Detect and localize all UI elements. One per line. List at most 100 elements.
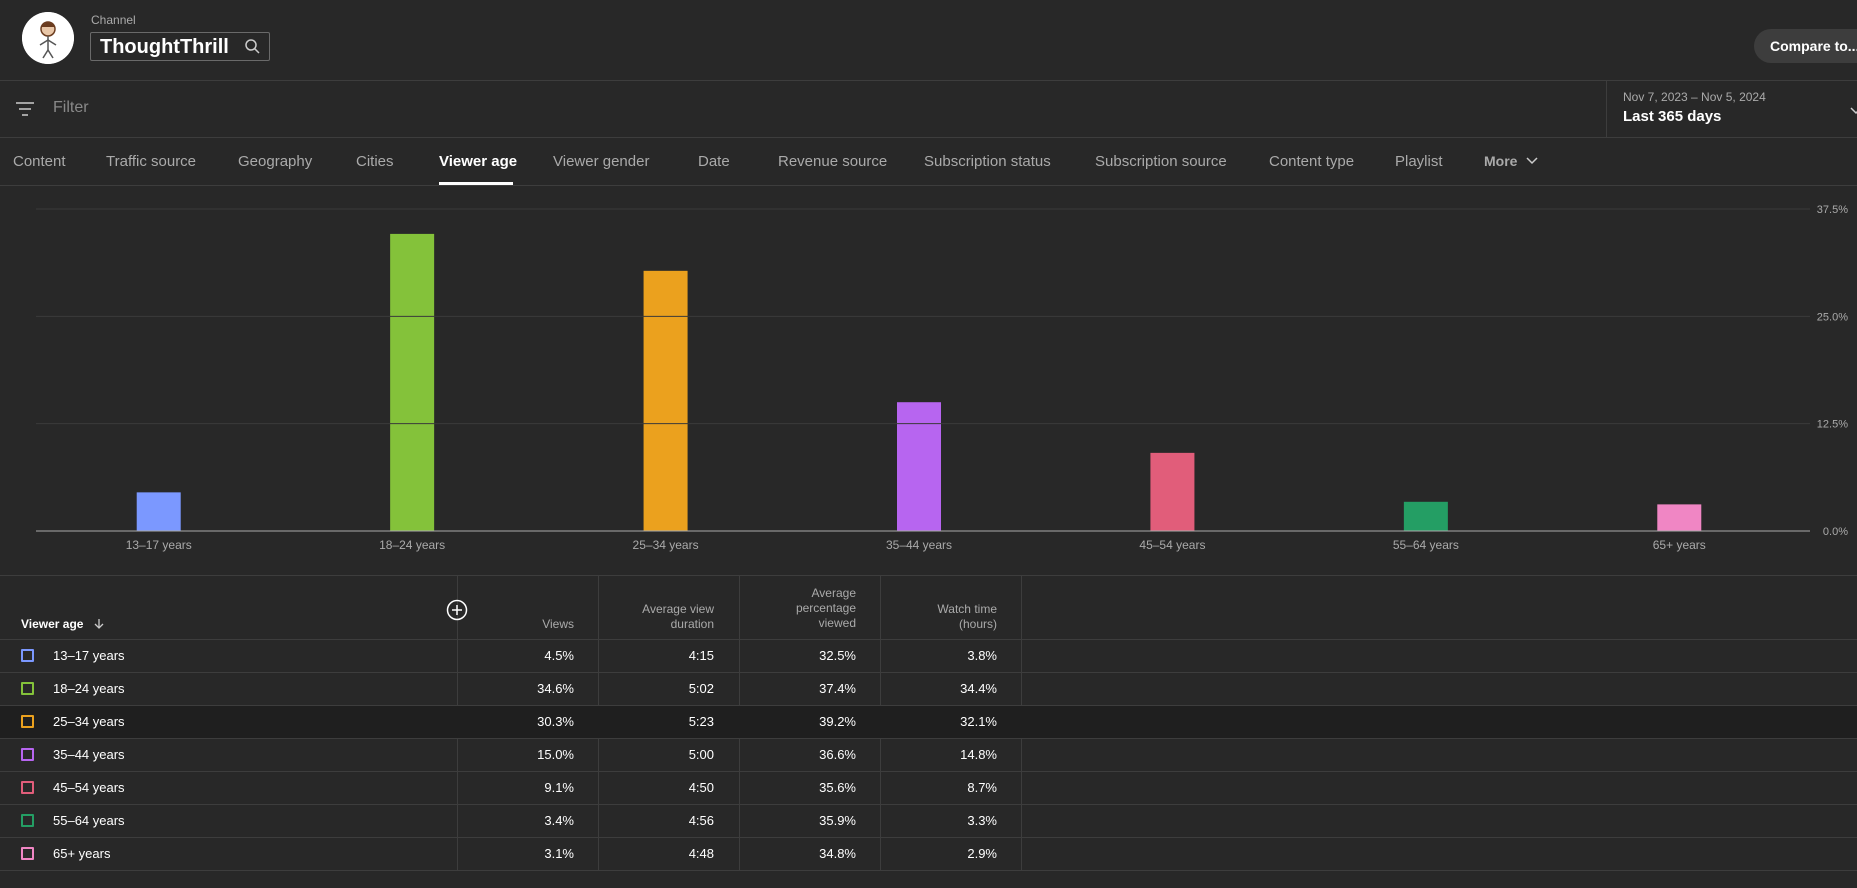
row-checkbox[interactable]	[21, 847, 34, 860]
cell-watch-time: 14.8%	[960, 747, 997, 762]
channel-label: Channel	[91, 13, 136, 27]
table-header: Viewer age Views Average view duration A…	[0, 576, 1857, 640]
table-row[interactable]: 45–54 years 9.1% 4:50 35.6% 8.7%	[0, 772, 1857, 805]
row-checkbox[interactable]	[21, 682, 34, 695]
tab-viewer-gender[interactable]: Viewer gender	[553, 153, 650, 170]
viewer-age-table: Viewer age Views Average view duration A…	[0, 575, 1857, 888]
cell-views: 30.3%	[537, 714, 574, 729]
header-views[interactable]: Views	[542, 617, 574, 631]
date-range-label: Last 365 days	[1623, 108, 1722, 125]
cell-avg-percentage-viewed: 35.9%	[819, 813, 856, 828]
table-row[interactable]: 55–64 years 3.4% 4:56 35.9% 3.3%	[0, 805, 1857, 838]
cell-watch-time: 32.1%	[960, 714, 997, 729]
header-line: duration	[670, 617, 714, 631]
row-checkbox[interactable]	[21, 814, 34, 827]
x-tick-label: 65+ years	[1653, 538, 1706, 552]
bar-2[interactable]	[390, 233, 435, 531]
dimension-tabs: Content Traffic source Geography Cities …	[0, 138, 1857, 186]
tab-content[interactable]: Content	[13, 153, 66, 170]
x-tick-label: 13–17 years	[126, 538, 192, 552]
table-row[interactable]: 65+ years 3.1% 4:48 34.8% 2.9%	[0, 838, 1857, 871]
compare-button[interactable]: Compare to...	[1754, 29, 1857, 63]
avatar-figure-icon	[22, 12, 74, 64]
search-icon[interactable]	[244, 38, 261, 60]
table-row[interactable]: 13–17 years 4.5% 4:15 32.5% 3.8%	[0, 640, 1857, 673]
tab-playlist[interactable]: Playlist	[1395, 153, 1443, 170]
header-viewer-age[interactable]: Viewer age	[21, 617, 105, 631]
row-checkbox[interactable]	[21, 781, 34, 794]
viewer-age-chart: 13–17 years 18–24 years 25–34 years 35–44 y…	[0, 186, 1857, 574]
header-line: percentage	[795, 601, 856, 615]
filter-bar: Filter Nov 7, 2023 – Nov 5, 2024 Last 36…	[0, 81, 1857, 138]
x-tick-label: 45–54 years	[1139, 538, 1205, 552]
cell-avg-percentage-viewed: 34.8%	[819, 846, 856, 861]
header-line: Watch time	[937, 602, 997, 616]
header-viewer-age-label: Viewer age	[21, 617, 84, 631]
x-tick-label: 25–34 years	[633, 538, 699, 552]
header-line: Average	[811, 586, 856, 600]
x-tick-label: 35–44 years	[886, 538, 952, 552]
cell-avg-percentage-viewed: 39.2%	[819, 714, 856, 729]
row-age-label: 45–54 years	[53, 780, 125, 795]
table-row[interactable]: 25–34 years 30.3% 5:23 39.2% 32.1%	[0, 706, 1857, 739]
header-watch-time[interactable]: Watch time (hours)	[897, 602, 997, 632]
bar-7[interactable]	[1657, 504, 1702, 531]
cell-avg-percentage-viewed: 35.6%	[819, 780, 856, 795]
tab-cities[interactable]: Cities	[356, 153, 394, 170]
y-tick-label: 37.5%	[1817, 204, 1848, 216]
tab-geography[interactable]: Geography	[238, 153, 313, 170]
tab-more[interactable]: More	[1484, 153, 1539, 169]
cell-avg-percentage-viewed: 37.4%	[819, 681, 856, 696]
bar-1[interactable]	[136, 492, 181, 531]
header-avg-view-duration[interactable]: Average view duration	[614, 602, 714, 632]
header: Channel ThoughtThrill Compare to...	[0, 0, 1857, 81]
active-tab-indicator	[439, 182, 513, 185]
row-age-label: 25–34 years	[53, 714, 125, 729]
bar-4[interactable]	[897, 402, 941, 531]
y-tick-label: 12.5%	[1817, 419, 1848, 431]
y-tick-label: 0.0%	[1823, 526, 1848, 538]
tab-subscription-source[interactable]: Subscription source	[1095, 153, 1227, 170]
row-age-label: 35–44 years	[53, 747, 125, 762]
row-age-label: 13–17 years	[53, 648, 125, 663]
tab-traffic-source[interactable]: Traffic source	[106, 153, 197, 170]
bar-3[interactable]	[643, 270, 688, 531]
cell-avg-view-duration: 4:56	[688, 813, 714, 828]
date-range-selector[interactable]: Nov 7, 2023 – Nov 5, 2024 Last 365 days	[1606, 81, 1857, 137]
cell-avg-view-duration: 4:48	[688, 846, 714, 861]
cell-views: 3.4%	[544, 813, 574, 828]
table-row[interactable]: 18–24 years 34.6% 5:02 37.4% 34.4%	[0, 673, 1857, 706]
cell-views: 4.5%	[544, 648, 574, 663]
cell-watch-time: 3.3%	[967, 813, 997, 828]
channel-selector[interactable]: ThoughtThrill	[90, 32, 270, 61]
row-age-label: 65+ years	[53, 846, 111, 861]
cell-avg-view-duration: 5:02	[688, 681, 714, 696]
table-row[interactable]: 35–44 years 15.0% 5:00 36.6% 14.8%	[0, 739, 1857, 772]
row-age-label: 18–24 years	[53, 681, 125, 696]
row-checkbox[interactable]	[21, 748, 34, 761]
bar-6[interactable]	[1403, 501, 1448, 531]
x-tick-label: 55–64 years	[1393, 538, 1459, 552]
bar-5[interactable]	[1150, 452, 1195, 531]
header-avg-percentage-viewed[interactable]: Average percentage viewed	[756, 586, 856, 631]
cell-avg-view-duration: 5:00	[688, 747, 714, 762]
tab-date[interactable]: Date	[698, 153, 730, 170]
date-range-text: Nov 7, 2023 – Nov 5, 2024	[1623, 90, 1766, 104]
channel-avatar[interactable]	[22, 12, 74, 64]
cell-avg-view-duration: 4:50	[688, 780, 714, 795]
cell-views: 9.1%	[544, 780, 574, 795]
tab-subscription-status[interactable]: Subscription status	[924, 153, 1051, 170]
tab-content-type[interactable]: Content type	[1269, 153, 1355, 170]
filter-icon[interactable]	[15, 101, 35, 122]
add-metric-icon[interactable]	[446, 599, 468, 626]
row-checkbox[interactable]	[21, 715, 34, 728]
row-checkbox[interactable]	[21, 649, 34, 662]
cell-avg-view-duration: 4:15	[688, 648, 714, 663]
filter-input[interactable]: Filter	[53, 99, 89, 116]
tab-revenue-source[interactable]: Revenue source	[778, 153, 888, 170]
y-tick-label: 25.0%	[1817, 311, 1848, 323]
header-line: viewed	[818, 616, 856, 630]
sort-down-icon	[94, 619, 104, 629]
tab-viewer-age[interactable]: Viewer age	[439, 153, 518, 170]
x-tick-label: 18–24 years	[379, 538, 445, 552]
